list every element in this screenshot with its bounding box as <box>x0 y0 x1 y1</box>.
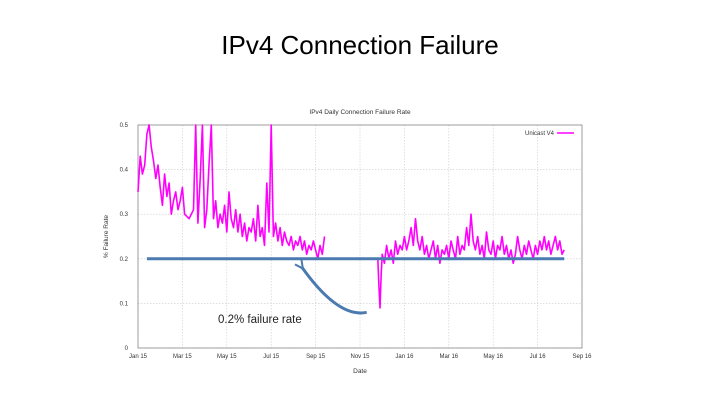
legend: Unicast V4 <box>525 131 574 137</box>
x-axis-label: Date <box>353 368 367 375</box>
x-tick-label: Jan 15 <box>129 354 148 360</box>
x-tick-label: May 16 <box>483 354 503 360</box>
x-tick-label: Nov 15 <box>350 354 370 360</box>
annotation-layer <box>146 257 565 315</box>
y-tick-label: 0.2 <box>120 257 129 263</box>
plot-frame <box>137 124 583 349</box>
y-tick-label: 0.4 <box>120 168 129 174</box>
annotation-label: 0.2% failure rate <box>218 314 302 326</box>
series-line-unicast-v4 <box>137 124 326 260</box>
y-axis-ticks: 0 0.1 0.2 0.3 0.4 0.5 <box>120 123 129 352</box>
x-tick-label: Mar 16 <box>439 354 458 360</box>
x-tick-label: Sep 16 <box>572 354 592 360</box>
series-line-unicast-v4 <box>377 213 565 309</box>
x-tick-label: Jan 16 <box>395 354 414 360</box>
annotation-arrow <box>302 268 367 315</box>
y-axis-label: % Failure Rate <box>103 215 110 258</box>
y-tick-label: 0.3 <box>120 212 129 218</box>
x-tick-label: Sep 15 <box>306 354 326 360</box>
x-tick-label: Jul 15 <box>263 354 280 360</box>
grid-layer <box>137 124 583 349</box>
chart-title: IPv4 Daily Connection Failure Rate <box>309 109 411 116</box>
series-layer <box>137 124 565 309</box>
y-tick-label: 0.5 <box>120 123 129 129</box>
x-tick-label: Mar 15 <box>173 354 192 360</box>
y-tick-label: 0.1 <box>120 301 129 307</box>
x-tick-label: May 15 <box>217 354 237 360</box>
slide-title: IPv4 Connection Failure <box>221 30 499 60</box>
x-axis-ticks: Jan 15 Mar 15 May 15 Jul 15 Sep 15 Nov 15 Jan … <box>129 354 592 360</box>
x-tick-label: Jul 16 <box>530 354 547 360</box>
y-tick-label: 0 <box>125 346 129 352</box>
legend-label-unicast-v4: Unicast V4 <box>525 131 555 137</box>
